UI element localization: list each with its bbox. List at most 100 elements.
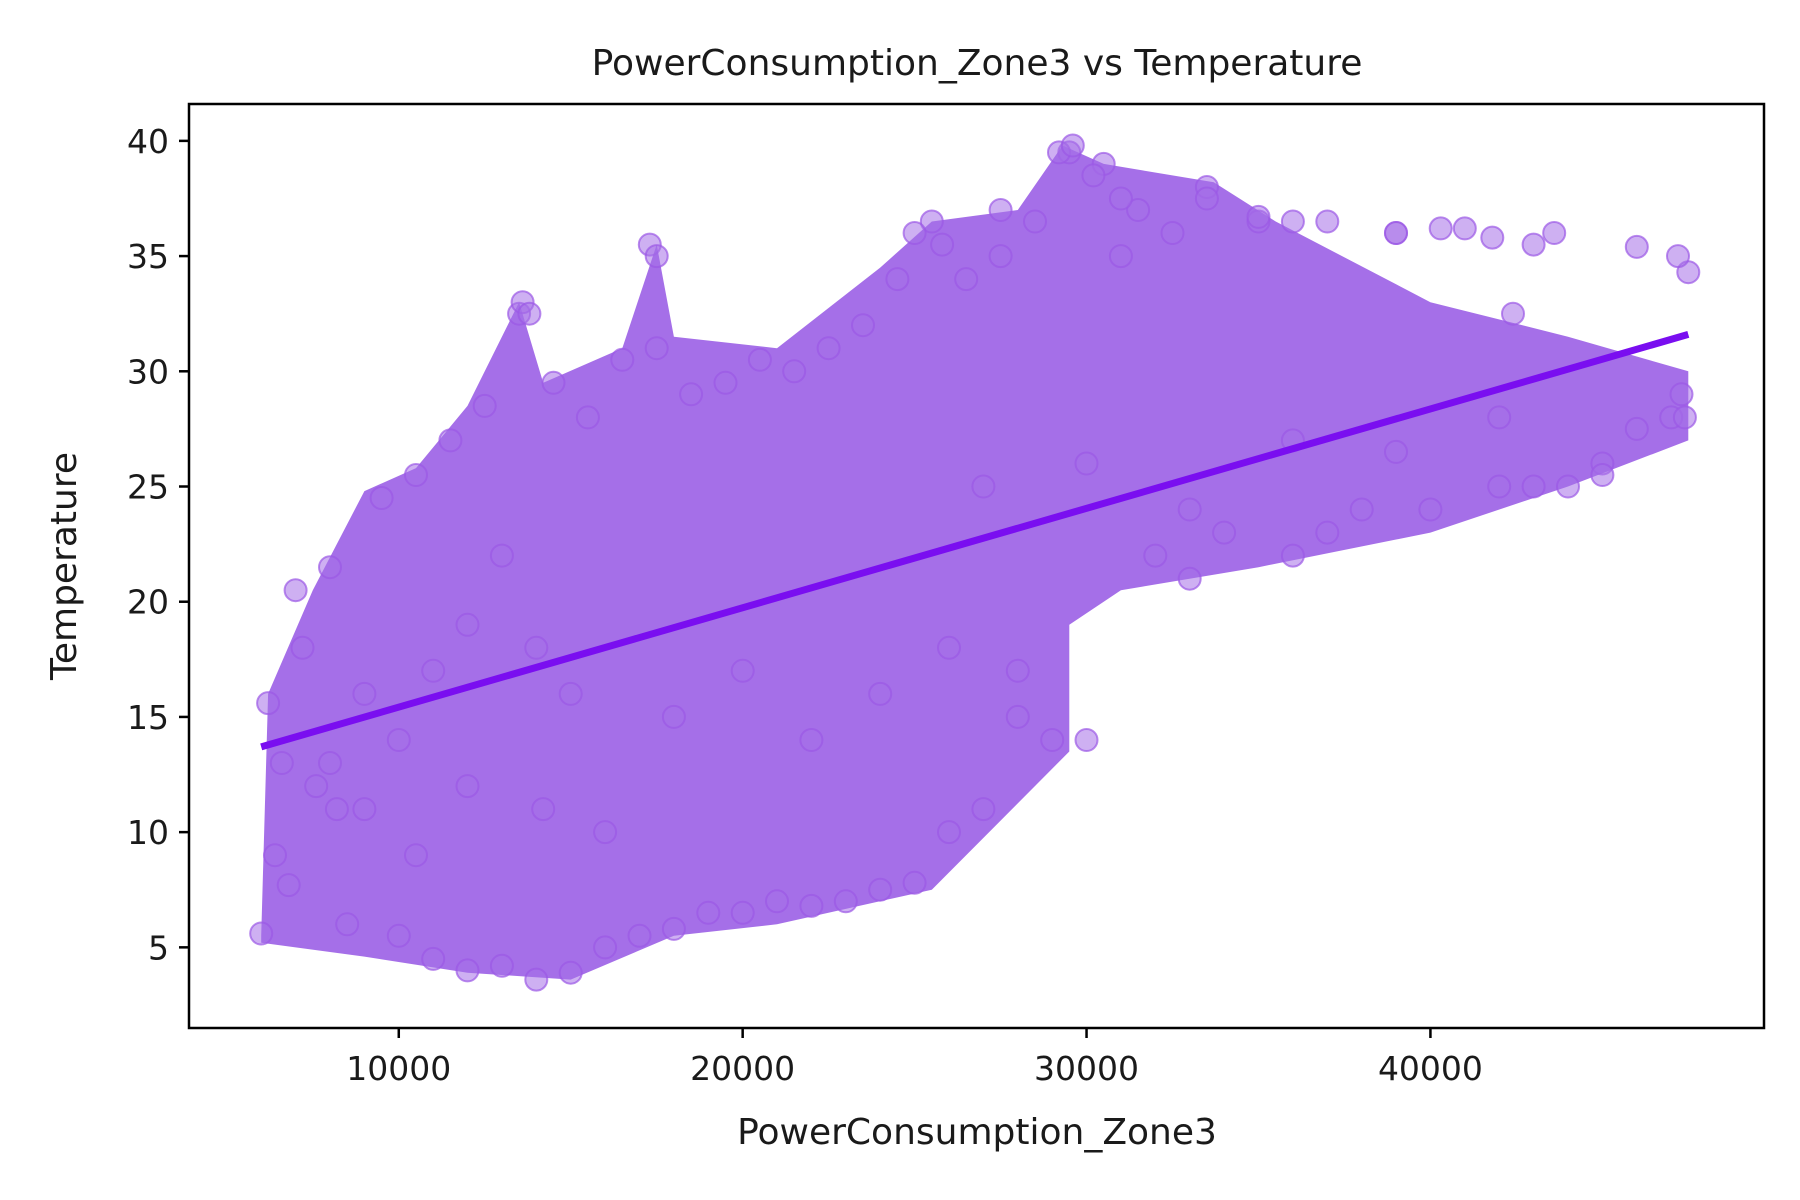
scatter-point — [352, 681, 377, 706]
scatter-point — [1590, 463, 1615, 487]
x-axis: 10000 20000 30000 40000 — [346, 1028, 1483, 1088]
scatter-point — [1384, 439, 1408, 464]
scatter-point — [988, 244, 1013, 269]
scatter-point — [988, 198, 1013, 222]
scatter-point — [1542, 221, 1567, 245]
scatter-point — [696, 900, 721, 925]
scatter-point — [335, 912, 360, 937]
scatter-point — [1349, 497, 1374, 522]
scatter-point — [902, 221, 927, 245]
y-tick-label: 25 — [127, 468, 169, 507]
scatter-point — [627, 923, 652, 948]
scatter-point — [1074, 451, 1099, 476]
scatter-point — [1501, 301, 1525, 326]
scatter-point — [386, 728, 411, 752]
scatter-point — [404, 463, 428, 487]
scatter-point — [816, 336, 841, 361]
scatter-point — [421, 946, 446, 971]
scatter-point — [290, 635, 315, 660]
plot-frame — [187, 102, 1766, 1030]
scatter-point — [1487, 405, 1512, 430]
scatter-points — [249, 133, 1701, 992]
y-tick-label: 5 — [148, 928, 169, 967]
x-tick-label: 20000 — [690, 1049, 795, 1088]
scatter-point — [610, 347, 635, 372]
scatter-point — [919, 209, 944, 234]
scatter-point — [1521, 474, 1546, 499]
scatter-point — [851, 313, 875, 338]
scatter-point — [472, 393, 497, 418]
scatter-point — [1108, 186, 1133, 211]
scatter-point — [489, 543, 514, 568]
scatter-point — [765, 889, 789, 914]
scatter-point — [455, 958, 480, 983]
y-axis: 5 10 15 20 25 30 35 40 — [127, 122, 189, 967]
scatter-point — [269, 751, 294, 775]
scatter-point — [971, 797, 996, 822]
scatter-point — [1177, 566, 1202, 591]
scatter-point — [930, 232, 955, 257]
scatter-point — [1521, 232, 1546, 257]
scatter-point — [386, 923, 411, 948]
scatter-point — [455, 612, 480, 637]
y-tick-label: 20 — [127, 583, 169, 622]
scatter-point — [283, 578, 308, 603]
scatter-point — [885, 267, 910, 292]
point-cloud-fill — [261, 145, 1689, 980]
scatter-point — [593, 820, 618, 845]
scatter-point — [263, 843, 287, 868]
chart-title: PowerConsumption_Zone3 vs Temperature — [592, 43, 1363, 84]
scatter-point — [799, 728, 824, 752]
scatter-point — [971, 474, 996, 499]
plot-area — [187, 102, 1766, 1030]
scatter-point — [1160, 221, 1185, 245]
scatter-point — [593, 935, 618, 960]
scatter-point — [1428, 216, 1453, 241]
scatter-point — [558, 960, 583, 985]
scatter-point — [1177, 497, 1202, 522]
scatter-point — [1040, 728, 1065, 752]
scatter-point — [1194, 186, 1219, 211]
scatter-point — [489, 953, 514, 978]
scatter-point — [524, 635, 549, 660]
scatter-point — [661, 704, 686, 729]
scatter-point — [1315, 209, 1340, 234]
scatter-point — [937, 820, 961, 845]
scatter-point — [1315, 520, 1340, 545]
scatter-point — [1280, 209, 1305, 234]
scatter-point — [249, 921, 274, 946]
scatter-point — [438, 428, 463, 453]
scatter-point — [1624, 234, 1649, 259]
scatter-point — [1480, 225, 1505, 250]
scatter-point — [421, 658, 446, 683]
scatter-point — [747, 347, 772, 372]
scatter-point — [531, 797, 556, 822]
scatter-point — [1418, 497, 1443, 522]
scatter-point — [730, 658, 755, 683]
scatter-point — [1108, 244, 1133, 269]
scatter-point — [558, 681, 583, 706]
scatter-point — [1280, 543, 1305, 568]
x-tick-label: 40000 — [1378, 1049, 1483, 1088]
scatter-point — [644, 336, 669, 361]
scatter-point — [517, 301, 542, 326]
scatter-point — [304, 774, 329, 799]
scatter-point — [1452, 216, 1477, 241]
x-tick-label: 10000 — [346, 1049, 451, 1088]
scatter-point — [1081, 163, 1106, 188]
scatter-point — [902, 870, 927, 895]
y-tick-label: 15 — [127, 698, 169, 737]
scatter-point — [713, 370, 738, 395]
scatter-point — [1669, 382, 1694, 407]
scatter-point — [1023, 209, 1047, 234]
regression-line — [260, 331, 1690, 751]
y-tick-label: 40 — [127, 122, 169, 161]
scatter-point — [369, 486, 394, 510]
y-axis-label: Temperature — [44, 452, 85, 681]
scatter-point — [679, 382, 704, 407]
y-tick-label: 30 — [127, 352, 169, 391]
scatter-point — [324, 797, 349, 822]
scatter-point — [318, 751, 342, 775]
scatter-point — [1060, 133, 1085, 158]
